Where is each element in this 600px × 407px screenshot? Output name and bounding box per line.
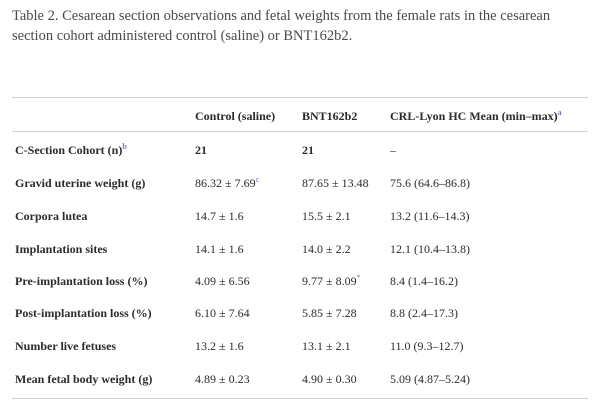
- table-top-rule: [12, 97, 588, 98]
- cell-control-footnote: c: [255, 175, 260, 184]
- table-caption: Table 2. Cesarean section observations a…: [12, 6, 592, 46]
- cell-control-value: 21: [195, 143, 207, 157]
- cell-control: 86.32 ± 7.69c: [195, 173, 259, 193]
- row-label-text: Post-implantation loss (%): [15, 306, 152, 320]
- row-label: Pre-implantation loss (%): [15, 271, 147, 291]
- cell-bnt162b2-value: 13.1 ± 2.1: [302, 339, 351, 353]
- cell-control-value: 14.7 ± 1.6: [195, 209, 244, 223]
- table-row: Implantation sites 14.1 ± 1.6 14.0 ± 2.2 12…: [0, 239, 600, 259]
- table-row: Post-implantation loss (%) 6.10 ± 7.64 5.8…: [0, 303, 600, 323]
- cell-control: 4.89 ± 0.23: [195, 369, 250, 389]
- cell-control-value: 86.32 ± 7.69: [195, 176, 256, 190]
- cell-control-value: 4.09 ± 6.56: [195, 274, 250, 288]
- header-crl-lyon: CRL-Lyon HC Mean (min–max)a: [390, 106, 562, 126]
- cell-crl-lyon: 12.1 (10.4–13.8): [390, 242, 470, 256]
- header-crl-footnote: a: [557, 108, 562, 117]
- cell-bnt162b2-value: 87.65 ± 13.48: [302, 176, 369, 190]
- row-label-text: Gravid uterine weight (g): [15, 176, 146, 190]
- row-label-text: Mean fetal body weight (g): [15, 372, 153, 386]
- header-control: Control (saline): [195, 109, 276, 123]
- row-label: C-Section Cohort (n)b: [15, 140, 127, 160]
- cell-control: 14.1 ± 1.6: [195, 239, 244, 259]
- row-label-text: Pre-implantation loss (%): [15, 274, 148, 288]
- cell-bnt162b2: 15.5 ± 2.1: [302, 206, 351, 226]
- cell-crl-lyon: 75.6 (64.6–86.8): [390, 176, 470, 190]
- cell-bnt162b2-footnote: *: [356, 273, 361, 282]
- cell-bnt162b2-value: 4.90 ± 0.30: [302, 372, 357, 386]
- cell-crl-lyon: 13.2 (11.6–14.3): [390, 209, 470, 223]
- cell-bnt162b2-value: 14.0 ± 2.2: [302, 242, 351, 256]
- header-bnt162b2: BNT162b2: [302, 109, 358, 123]
- cell-bnt162b2: 4.90 ± 0.30: [302, 369, 357, 389]
- cell-bnt162b2: 21: [302, 140, 314, 160]
- cell-bnt162b2: 13.1 ± 2.1: [302, 336, 351, 356]
- cell-control: 6.10 ± 7.64: [195, 303, 250, 323]
- cell-control-value: 14.1 ± 1.6: [195, 242, 244, 256]
- cell-control: 21: [195, 140, 207, 160]
- caption-line-1: Table 2. Cesarean section observations a…: [12, 8, 551, 24]
- table-bottom-rule: [12, 398, 588, 399]
- cell-crl-lyon: 8.4 (1.4–16.2): [390, 274, 458, 288]
- table-row: Gravid uterine weight (g) 86.32 ± 7.69c 87…: [0, 173, 600, 193]
- cell-bnt162b2: 87.65 ± 13.48: [302, 173, 369, 193]
- cell-bnt162b2-value: 5.85 ± 7.28: [302, 306, 357, 320]
- cell-bnt162b2-value: 15.5 ± 2.1: [302, 209, 351, 223]
- cell-bnt162b2: 14.0 ± 2.2: [302, 239, 351, 259]
- table-row: C-Section Cohort (n)b 21 21 –: [0, 140, 600, 160]
- row-label: Number live fetuses: [15, 336, 116, 356]
- table-row: Mean fetal body weight (g) 4.89 ± 0.23 4.9…: [0, 369, 600, 389]
- row-label: Post-implantation loss (%): [15, 303, 152, 323]
- cell-control-value: 4.89 ± 0.23: [195, 372, 250, 386]
- table-header-row: Control (saline) BNT162b2 CRL-Lyon HC Me…: [0, 106, 600, 126]
- cell-crl-lyon: 5.09 (4.87–5.24): [390, 372, 470, 386]
- row-label-text: C-Section Cohort (n): [15, 143, 123, 157]
- table-row: Pre-implantation loss (%) 4.09 ± 6.56 9.77…: [0, 271, 600, 291]
- cell-crl-lyon: –: [390, 143, 396, 157]
- cell-control-value: 13.2 ± 1.6: [195, 339, 244, 353]
- table-header-rule: [12, 131, 588, 132]
- row-label: Gravid uterine weight (g): [15, 173, 145, 193]
- table-row: Number live fetuses 13.2 ± 1.6 13.1 ± 2.1 1…: [0, 336, 600, 356]
- cell-bnt162b2-value: 21: [302, 143, 314, 157]
- cell-bnt162b2-value: 9.77 ± 8.09: [302, 274, 357, 288]
- header-crl-lyon-label: CRL-Lyon HC Mean (min–max): [390, 109, 558, 123]
- row-label: Corpora lutea: [15, 206, 87, 226]
- row-label-text: Number live fetuses: [15, 339, 117, 353]
- cell-control-value: 6.10 ± 7.64: [195, 306, 250, 320]
- row-label-text: Implantation sites: [15, 242, 108, 256]
- row-label-text: Corpora lutea: [15, 209, 88, 223]
- row-label: Mean fetal body weight (g): [15, 369, 152, 389]
- cell-crl-lyon: 8.8 (2.4–17.3): [390, 306, 458, 320]
- cell-control: 14.7 ± 1.6: [195, 206, 244, 226]
- cell-crl-lyon: 11.0 (9.3–12.7): [390, 339, 464, 353]
- caption-line-2: section cohort administered control (sal…: [12, 28, 353, 44]
- table-row: Corpora lutea 14.7 ± 1.6 15.5 ± 2.1 13.2 (1…: [0, 206, 600, 226]
- row-label-footnote: b: [122, 142, 127, 151]
- cell-control: 13.2 ± 1.6: [195, 336, 244, 356]
- cell-control: 4.09 ± 6.56: [195, 271, 250, 291]
- cell-bnt162b2: 5.85 ± 7.28: [302, 303, 357, 323]
- cell-bnt162b2: 9.77 ± 8.09*: [302, 271, 361, 291]
- row-label: Implantation sites: [15, 239, 107, 259]
